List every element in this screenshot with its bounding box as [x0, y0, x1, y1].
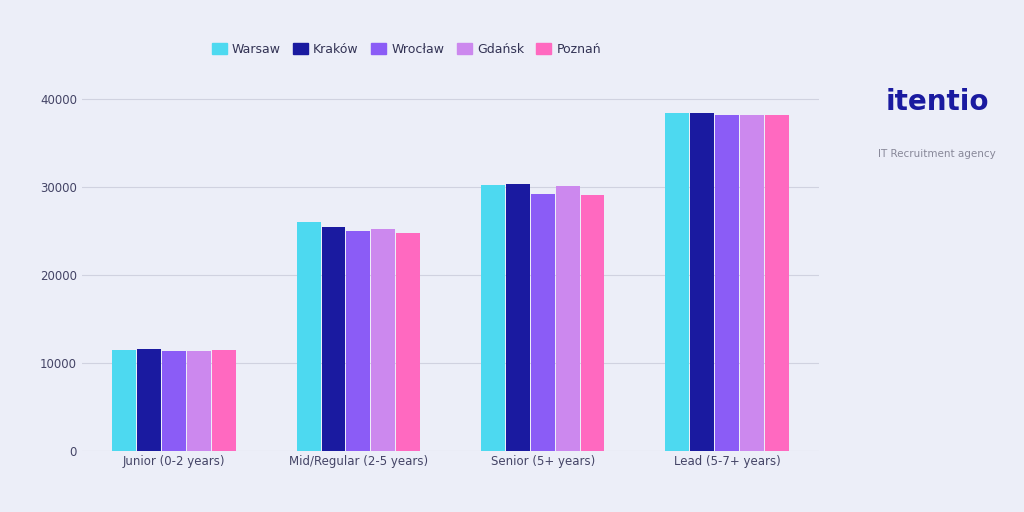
Bar: [297, 222, 321, 451]
Bar: [530, 194, 555, 451]
Bar: [162, 351, 186, 451]
Bar: [113, 350, 136, 451]
Bar: [506, 184, 529, 451]
Bar: [372, 229, 395, 451]
Bar: [481, 185, 505, 451]
Bar: [322, 227, 345, 451]
Bar: [715, 115, 739, 451]
Bar: [137, 349, 161, 451]
Bar: [187, 351, 211, 451]
Bar: [690, 113, 714, 451]
Bar: [740, 115, 764, 451]
Bar: [581, 195, 604, 451]
Bar: [212, 350, 236, 451]
Bar: [666, 113, 689, 451]
Text: IT Recruitment agency: IT Recruitment agency: [879, 148, 995, 159]
Text: itentio: itentio: [885, 89, 989, 116]
Bar: [396, 233, 420, 451]
Bar: [765, 115, 788, 451]
Legend: Warsaw, Kraków, Wrocław, Gdańsk, Poznań: Warsaw, Kraków, Wrocław, Gdańsk, Poznań: [207, 38, 606, 61]
Bar: [346, 231, 371, 451]
Bar: [556, 186, 580, 451]
